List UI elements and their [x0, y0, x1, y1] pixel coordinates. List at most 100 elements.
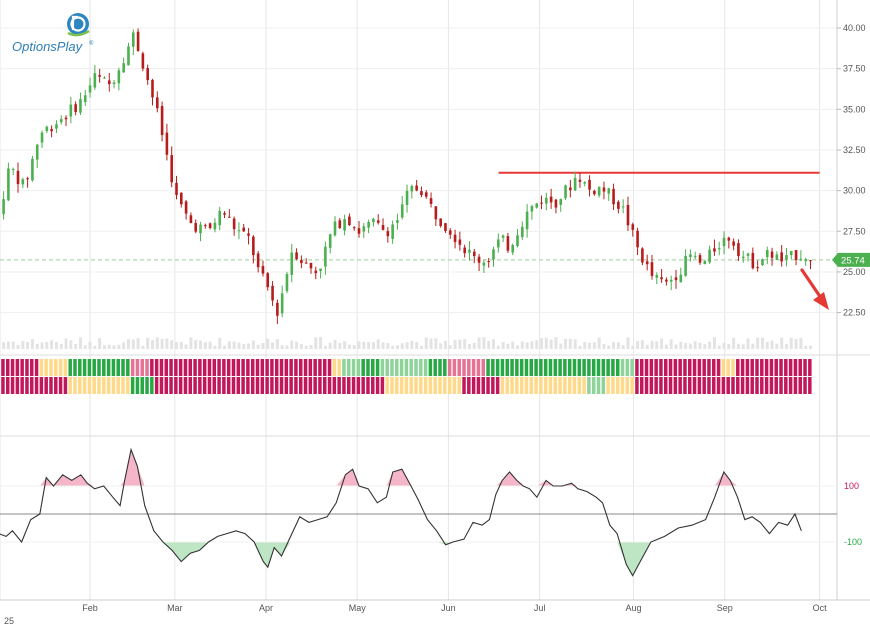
heatmap-row-1-cell	[563, 359, 567, 376]
heatmap-row-1-cell	[294, 359, 298, 376]
heatmap-row-1-cell	[644, 359, 649, 376]
volume-bar	[107, 344, 111, 349]
heatmap-row-2-cell	[270, 377, 274, 394]
heatmap-row-2-cell	[49, 377, 53, 394]
volume-bar	[780, 337, 784, 349]
volume-bar	[765, 341, 769, 349]
heatmap-row-1-cell	[519, 359, 524, 376]
heatmap-row-1-cell	[500, 359, 505, 376]
candle-body	[204, 225, 207, 227]
candle-body	[482, 262, 486, 266]
volume-bar	[439, 343, 443, 349]
candle-body	[367, 221, 370, 228]
candle-body	[703, 261, 707, 265]
candle-body	[79, 99, 82, 113]
volume-bar	[232, 341, 236, 349]
logo-swoosh-icon	[67, 29, 90, 37]
heatmap-row-2-cell	[779, 377, 783, 394]
heatmap-row-2-cell	[231, 377, 236, 394]
candle-body	[650, 262, 654, 276]
heatmap-row-1-cell	[34, 359, 39, 376]
candle-body	[276, 302, 279, 316]
price-tick-label: 35.00	[843, 104, 866, 114]
heatmap-row-1-cell	[639, 359, 644, 376]
heatmap-row-2-cell	[635, 377, 639, 394]
heatmap-row-2-cell	[798, 377, 802, 394]
last-price-tag	[832, 252, 870, 267]
heatmap-row-2-cell	[404, 377, 409, 394]
heatmap-row-1-cell	[212, 359, 217, 376]
candle-body	[804, 259, 807, 262]
candle-body	[612, 188, 615, 205]
heatmap-row-1-cell	[217, 359, 221, 376]
candle-body	[295, 252, 298, 260]
heatmap-row-1-cell	[716, 359, 721, 376]
volume-bar	[261, 342, 265, 349]
candle-body	[597, 186, 601, 196]
heatmap-row-1-cell	[505, 359, 510, 376]
volume-bar	[26, 341, 30, 349]
candle-body	[602, 187, 606, 192]
heatmap-row-2-cell	[140, 377, 144, 394]
volume-bar	[794, 339, 798, 349]
heatmap-row-2-cell	[30, 377, 34, 394]
volume-bar	[371, 342, 375, 349]
price-candles	[0, 28, 812, 324]
volume-bar	[194, 340, 198, 349]
candle-body	[669, 279, 673, 282]
volume-bar	[102, 345, 106, 349]
heatmap-row-1-cell	[159, 359, 164, 376]
candle-body	[83, 95, 87, 102]
heatmap-row-1-cell	[688, 359, 692, 376]
candle-body	[396, 220, 399, 223]
volume-bar	[525, 342, 529, 349]
candle-body	[98, 75, 101, 77]
candle-body	[170, 155, 174, 183]
heatmap-row-2-cell	[553, 377, 558, 394]
heatmap-row-2-cell	[524, 377, 529, 394]
time-tick-label: Jul	[534, 603, 546, 613]
heatmap-row-2-cell	[683, 377, 687, 394]
volume-bar	[443, 340, 447, 349]
heatmap-row-2-cell	[793, 377, 798, 394]
heatmap-row-1-cell	[779, 359, 783, 376]
heatmap-row-1-cell	[342, 359, 346, 376]
heatmap-row-2-cell	[63, 377, 68, 394]
volume-bar	[395, 345, 399, 349]
heatmap-row-2-cell	[207, 377, 212, 394]
heatmap-row-1-cell	[784, 359, 788, 376]
heatmap-row-2-cell	[395, 377, 399, 394]
volume-bar	[381, 342, 385, 349]
heatmap-row-2-cell	[380, 377, 385, 394]
heatmap-row-2-cell	[803, 377, 807, 394]
heatmap-row-2-cell	[620, 377, 625, 394]
heatmap-row-1-cell	[591, 359, 596, 376]
volume-bar	[256, 344, 260, 349]
heatmap-row-1-cell	[337, 359, 341, 376]
heatmap-row-2-cell	[361, 377, 365, 394]
volume-bar	[703, 344, 707, 349]
candle-body	[789, 250, 793, 256]
volume-bar	[45, 341, 49, 349]
volume-bar	[467, 343, 471, 349]
heatmap-row-2-cell	[1, 377, 5, 394]
heatmap-row-2-cell	[447, 377, 452, 394]
heatmap-row-2-cell	[515, 377, 519, 394]
volume-bar	[328, 342, 332, 349]
candle-body	[780, 252, 783, 262]
heatmap-row-1-cell	[270, 359, 274, 376]
volume-bar	[367, 342, 371, 349]
heatmap-row-2-cell	[688, 377, 692, 394]
price-tick-label: 30.00	[843, 186, 866, 196]
heatmap-row-2-cell	[606, 377, 610, 394]
heatmap-row-1-cell	[1, 359, 5, 376]
heatmap-row-1-cell	[106, 359, 111, 376]
candle-body	[448, 230, 452, 235]
heatmap-row-2-cell	[808, 377, 812, 394]
heatmap-row-1-cell	[755, 359, 759, 376]
heatmap-row-1-cell	[135, 359, 140, 376]
volume-bar	[213, 345, 217, 349]
volume-bar	[554, 337, 558, 349]
heatmap-row-2-cell	[198, 377, 202, 394]
